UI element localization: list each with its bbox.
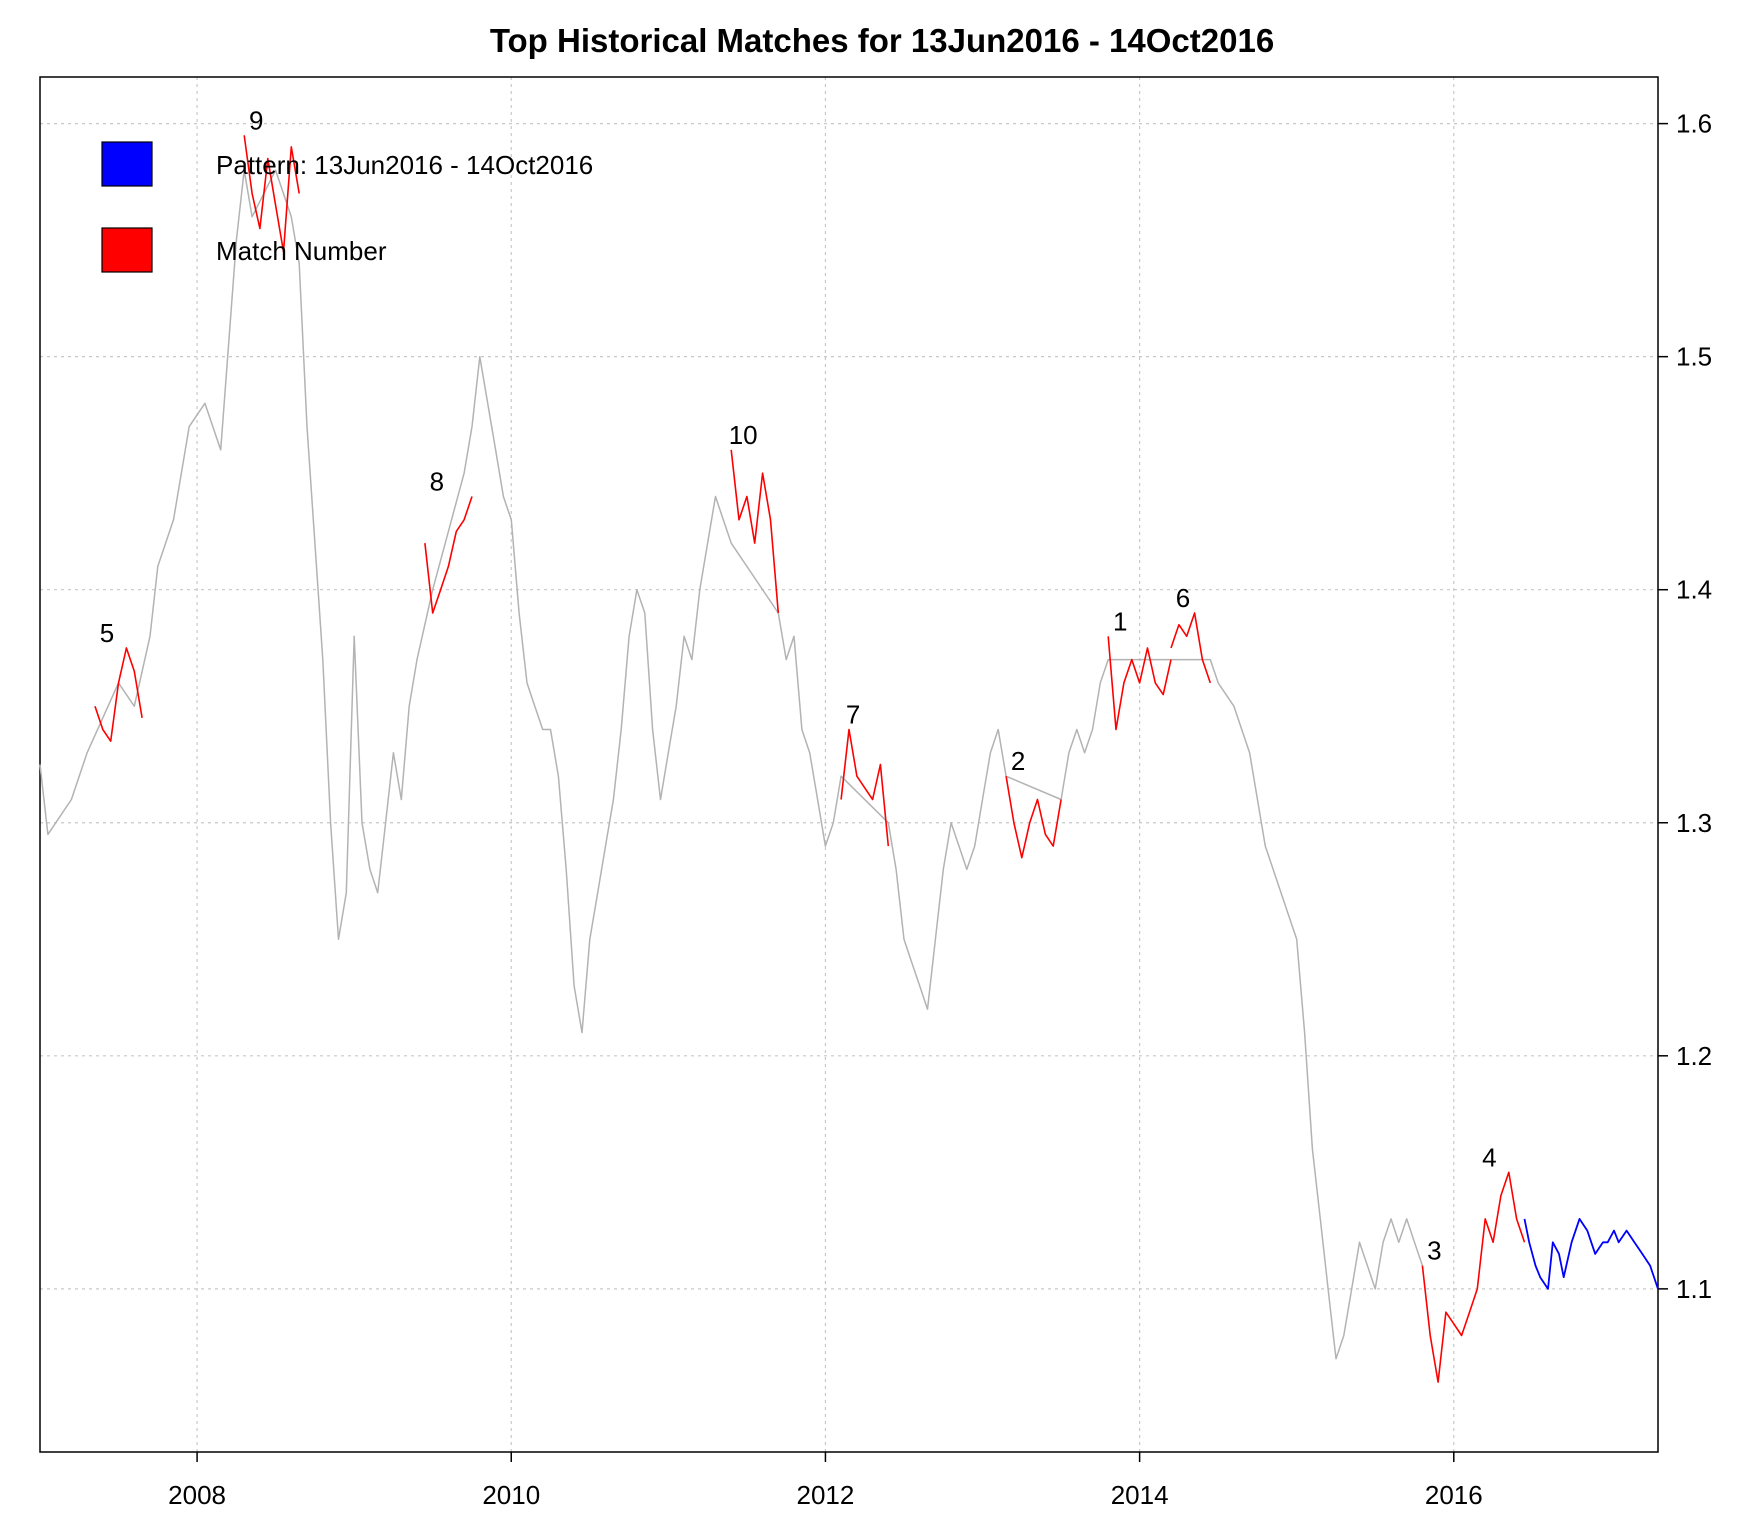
y-axis: 1.1 1.2 1.3 1.4 1.5 1.6 (1658, 109, 1712, 1304)
match-3-line (1421, 1265, 1479, 1383)
legend: Pattern: 13Jun2016 - 14Oct2016 Match Numb… (101, 141, 593, 273)
x-tick-label-2016: 2016 (1425, 1480, 1483, 1510)
match-7-label: 7 (846, 700, 860, 730)
y-tick-label-1.1: 1.1 (1676, 1274, 1712, 1304)
series-layer (39, 169, 1659, 1360)
match-8-label: 8 (430, 466, 444, 496)
y-tick-label-1.3: 1.3 (1676, 808, 1712, 838)
match-8-line (424, 496, 473, 614)
match-1-label: 1 (1113, 606, 1127, 636)
y-tick-label-1.6: 1.6 (1676, 109, 1712, 139)
grid (40, 77, 1658, 1452)
x-axis: 2008 2010 2012 2014 2016 (168, 1452, 1483, 1510)
match-layer: 1 2 3 4 5 6 7 8 9 10 (94, 105, 1526, 1383)
x-tick-label-2012: 2012 (797, 1480, 855, 1510)
x-tick-label-2010: 2010 (482, 1480, 540, 1510)
y-tick-label-1.5: 1.5 (1676, 342, 1712, 372)
match-10-line (730, 449, 780, 614)
match-5-line (94, 647, 143, 742)
match-9-line (243, 135, 300, 253)
match-5-label: 5 (100, 618, 114, 648)
legend-swatch-1 (101, 227, 153, 273)
match-2-line (1005, 776, 1062, 859)
chart-title: Top Historical Matches for 13Jun2016 - 1… (490, 22, 1274, 59)
x-tick-label-2014: 2014 (1111, 1480, 1169, 1510)
y-tick-label-1.4: 1.4 (1676, 575, 1712, 605)
match-6-label: 6 (1176, 583, 1190, 613)
match-4-line (1476, 1171, 1526, 1289)
match-7-line (840, 728, 890, 847)
match-1-line (1107, 636, 1172, 731)
match-4-label: 4 (1482, 1142, 1496, 1172)
match-2-label: 2 (1011, 746, 1025, 776)
legend-swatch-0 (101, 141, 153, 187)
match-10-label: 10 (729, 420, 758, 450)
match-9-label: 9 (249, 105, 263, 135)
match-6-line (1170, 612, 1212, 684)
legend-label-0: Pattern: 13Jun2016 - 14Oct2016 (216, 150, 593, 180)
x-tick-label-2008: 2008 (168, 1480, 226, 1510)
series-pattern-line (1523, 1218, 1659, 1290)
legend-label-1: Match Number (216, 236, 387, 266)
y-tick-label-1.2: 1.2 (1676, 1041, 1712, 1071)
match-3-label: 3 (1427, 1236, 1441, 1266)
series-history-line (39, 169, 1424, 1360)
